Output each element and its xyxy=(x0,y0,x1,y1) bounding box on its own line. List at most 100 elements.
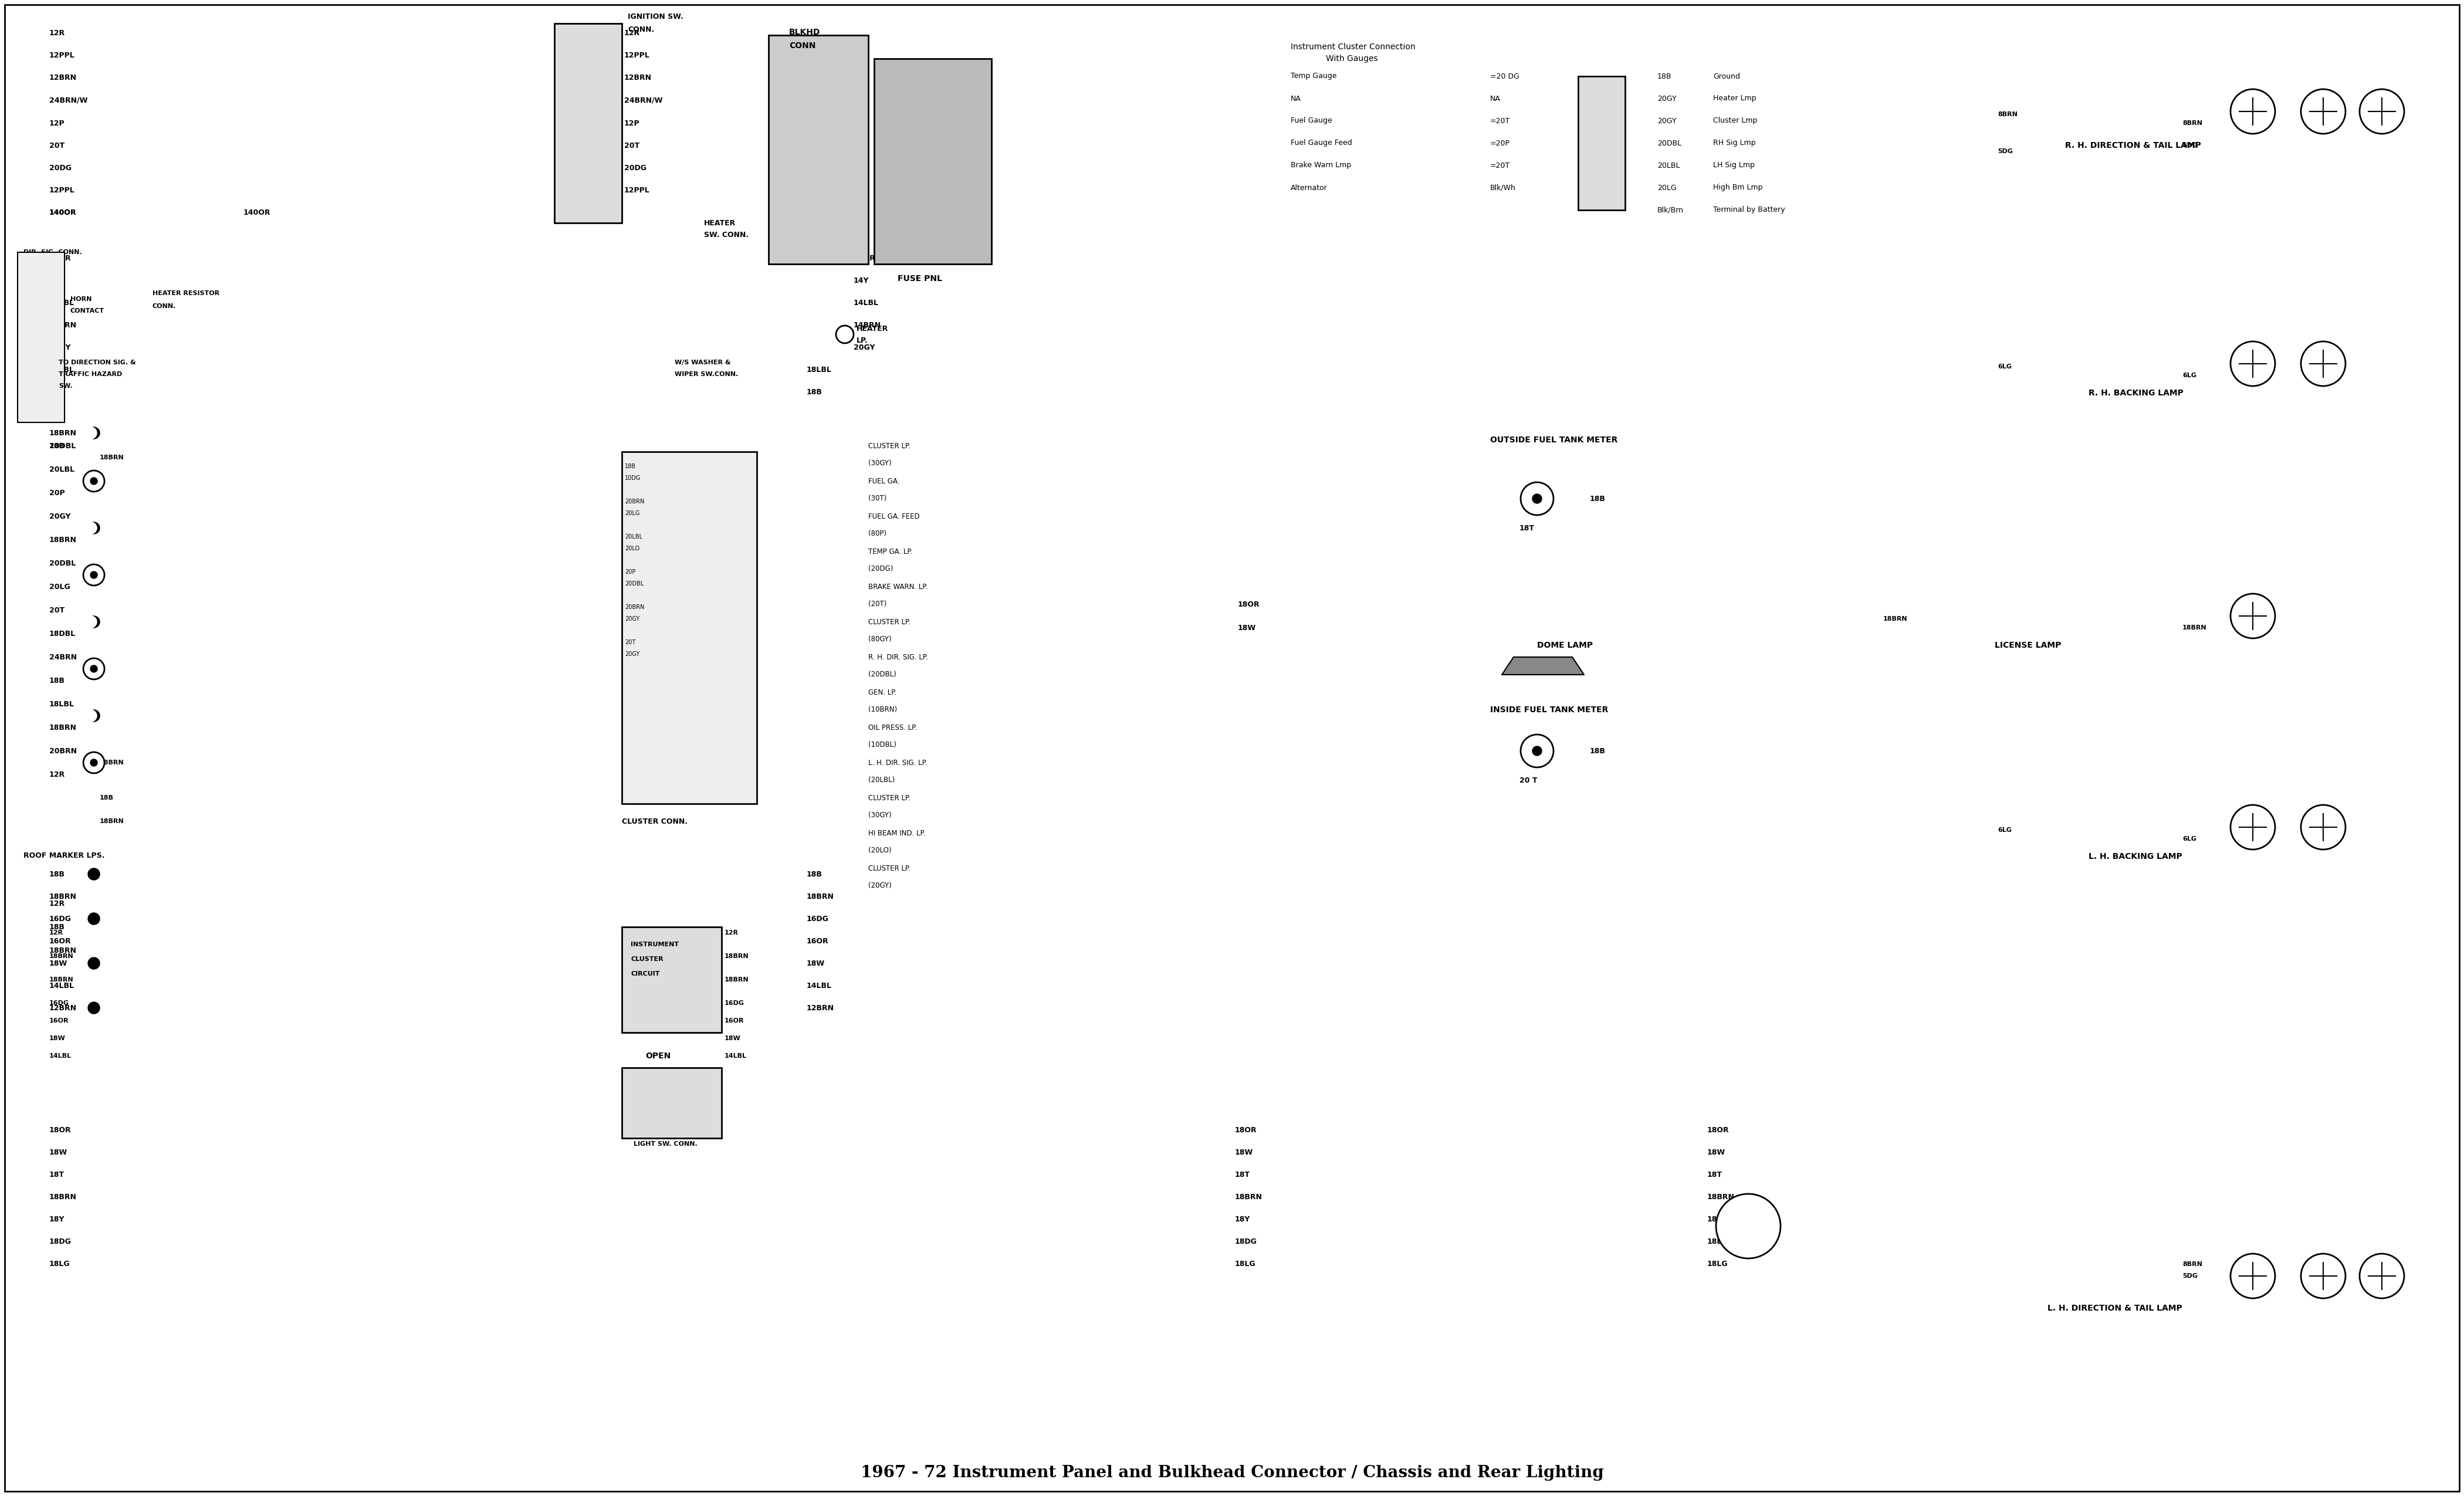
Text: 12BRN: 12BRN xyxy=(49,1004,76,1011)
Circle shape xyxy=(89,868,99,880)
Circle shape xyxy=(2230,341,2274,386)
Text: 12BRN: 12BRN xyxy=(49,75,76,82)
Circle shape xyxy=(86,616,96,628)
Text: 24BRN/W: 24BRN/W xyxy=(49,97,89,105)
Text: 18LBL: 18LBL xyxy=(806,367,833,374)
Text: (20GY): (20GY) xyxy=(867,883,892,890)
Text: L. H. DIRECTION & TAIL LAMP: L. H. DIRECTION & TAIL LAMP xyxy=(2048,1305,2183,1312)
Text: 18BRN: 18BRN xyxy=(806,893,835,901)
Text: 18B: 18B xyxy=(49,441,64,450)
Text: W/S WASHER &: W/S WASHER & xyxy=(675,359,732,365)
Text: 18BRN: 18BRN xyxy=(49,429,76,437)
Text: 18LG: 18LG xyxy=(49,1260,69,1267)
Text: CLUSTER LP.: CLUSTER LP. xyxy=(867,865,909,872)
Text: 20GY: 20GY xyxy=(49,344,71,352)
Text: 20GY: 20GY xyxy=(626,616,641,622)
Text: 14OR: 14OR xyxy=(853,254,875,262)
Text: 14LBL: 14LBL xyxy=(853,299,880,307)
Text: 18B: 18B xyxy=(49,923,64,931)
Text: 14OR: 14OR xyxy=(49,254,71,262)
Text: SW. CONN.: SW. CONN. xyxy=(705,230,749,238)
Text: WIPER SW.CONN.: WIPER SW.CONN. xyxy=(675,371,739,377)
Text: 18OR: 18OR xyxy=(49,1126,71,1134)
Text: 18BRN: 18BRN xyxy=(2183,625,2208,631)
Text: 20P: 20P xyxy=(626,568,636,574)
Text: =20T: =20T xyxy=(1491,162,1510,169)
Circle shape xyxy=(1520,735,1552,767)
Text: TEMP GA. LP.: TEMP GA. LP. xyxy=(867,548,912,555)
Text: CONN: CONN xyxy=(788,42,816,49)
Text: CONN.: CONN. xyxy=(153,304,175,310)
Text: LIGHT SW. CONN.: LIGHT SW. CONN. xyxy=(633,1141,697,1147)
Text: 14BRN: 14BRN xyxy=(49,322,76,329)
Text: 18BRN: 18BRN xyxy=(1234,1192,1262,1201)
Text: 10DG: 10DG xyxy=(626,476,641,482)
Text: 20GY: 20GY xyxy=(1658,94,1676,102)
Text: 18B: 18B xyxy=(1589,747,1607,755)
Text: 12P: 12P xyxy=(623,120,641,127)
Text: 8BRN: 8BRN xyxy=(2183,1261,2203,1267)
Text: 5DG: 5DG xyxy=(2183,142,2198,148)
Text: Fuel Gauge: Fuel Gauge xyxy=(1291,117,1333,124)
Text: (30T): (30T) xyxy=(867,495,887,503)
Text: 20DG: 20DG xyxy=(557,165,579,172)
Text: 18OR: 18OR xyxy=(1234,1126,1257,1134)
Text: 18T: 18T xyxy=(49,1171,64,1179)
Circle shape xyxy=(2230,1254,2274,1299)
Text: 18B: 18B xyxy=(1658,72,1671,81)
Text: 12R: 12R xyxy=(49,770,64,778)
Text: 18LG: 18LG xyxy=(1234,1260,1257,1267)
Text: OUTSIDE FUEL TANK METER: OUTSIDE FUEL TANK METER xyxy=(1491,435,1619,444)
Text: 18B: 18B xyxy=(806,871,823,878)
Text: 20DBL: 20DBL xyxy=(626,580,643,586)
Circle shape xyxy=(1715,1194,1781,1258)
Text: 18LBL: 18LBL xyxy=(49,700,74,708)
Bar xyxy=(621,452,756,803)
Circle shape xyxy=(84,658,103,679)
Circle shape xyxy=(91,571,99,579)
Text: 18LG: 18LG xyxy=(1708,1260,1727,1267)
Text: RH Sig Lmp: RH Sig Lmp xyxy=(1712,139,1757,147)
Text: 12PPL: 12PPL xyxy=(49,187,74,194)
Text: 6LG: 6LG xyxy=(2183,836,2195,842)
Text: HORN: HORN xyxy=(71,296,91,302)
Text: 24BRN/W: 24BRN/W xyxy=(623,97,663,105)
Text: NA: NA xyxy=(1291,94,1301,102)
Text: 18W: 18W xyxy=(724,1035,742,1041)
Text: HEATER: HEATER xyxy=(705,218,737,227)
Text: 16DG: 16DG xyxy=(806,916,828,923)
Text: Blk/Brn: Blk/Brn xyxy=(1658,206,1683,214)
Text: 12BRN: 12BRN xyxy=(806,1004,835,1011)
Text: 18BRN: 18BRN xyxy=(1882,616,1907,622)
Text: (30GY): (30GY) xyxy=(867,459,892,467)
Text: 18DG: 18DG xyxy=(1234,1237,1257,1245)
Text: HEATER RESISTOR: HEATER RESISTOR xyxy=(153,290,219,296)
Text: 20LBL: 20LBL xyxy=(1658,162,1680,169)
Text: Alternator: Alternator xyxy=(1291,184,1328,191)
Text: 6LG: 6LG xyxy=(1998,364,2011,370)
Bar xyxy=(621,1068,722,1138)
Text: 18BRN: 18BRN xyxy=(99,760,123,766)
Text: 18W: 18W xyxy=(49,959,67,966)
Circle shape xyxy=(89,711,99,721)
Circle shape xyxy=(89,913,99,925)
Text: 20BRN: 20BRN xyxy=(49,747,76,755)
Text: 18BRN: 18BRN xyxy=(99,818,123,824)
Text: 18LBL: 18LBL xyxy=(49,367,74,374)
Text: (20T): (20T) xyxy=(867,600,887,607)
Text: With Gauges: With Gauges xyxy=(1326,54,1377,63)
Text: 14BRN: 14BRN xyxy=(853,322,882,329)
Text: 18T: 18T xyxy=(1234,1171,1249,1179)
Text: 20LG: 20LG xyxy=(49,583,71,591)
Text: 16DG: 16DG xyxy=(724,1001,744,1007)
Circle shape xyxy=(91,666,99,672)
Text: INSTRUMENT: INSTRUMENT xyxy=(631,941,680,947)
Circle shape xyxy=(2230,90,2274,133)
Circle shape xyxy=(2301,805,2346,850)
Text: (20LO): (20LO) xyxy=(867,847,892,854)
Text: 18W: 18W xyxy=(49,1149,67,1156)
Circle shape xyxy=(1533,747,1542,755)
Text: LH Sig Lmp: LH Sig Lmp xyxy=(1712,162,1754,169)
Text: 16OR: 16OR xyxy=(49,1017,69,1023)
Circle shape xyxy=(89,616,99,628)
